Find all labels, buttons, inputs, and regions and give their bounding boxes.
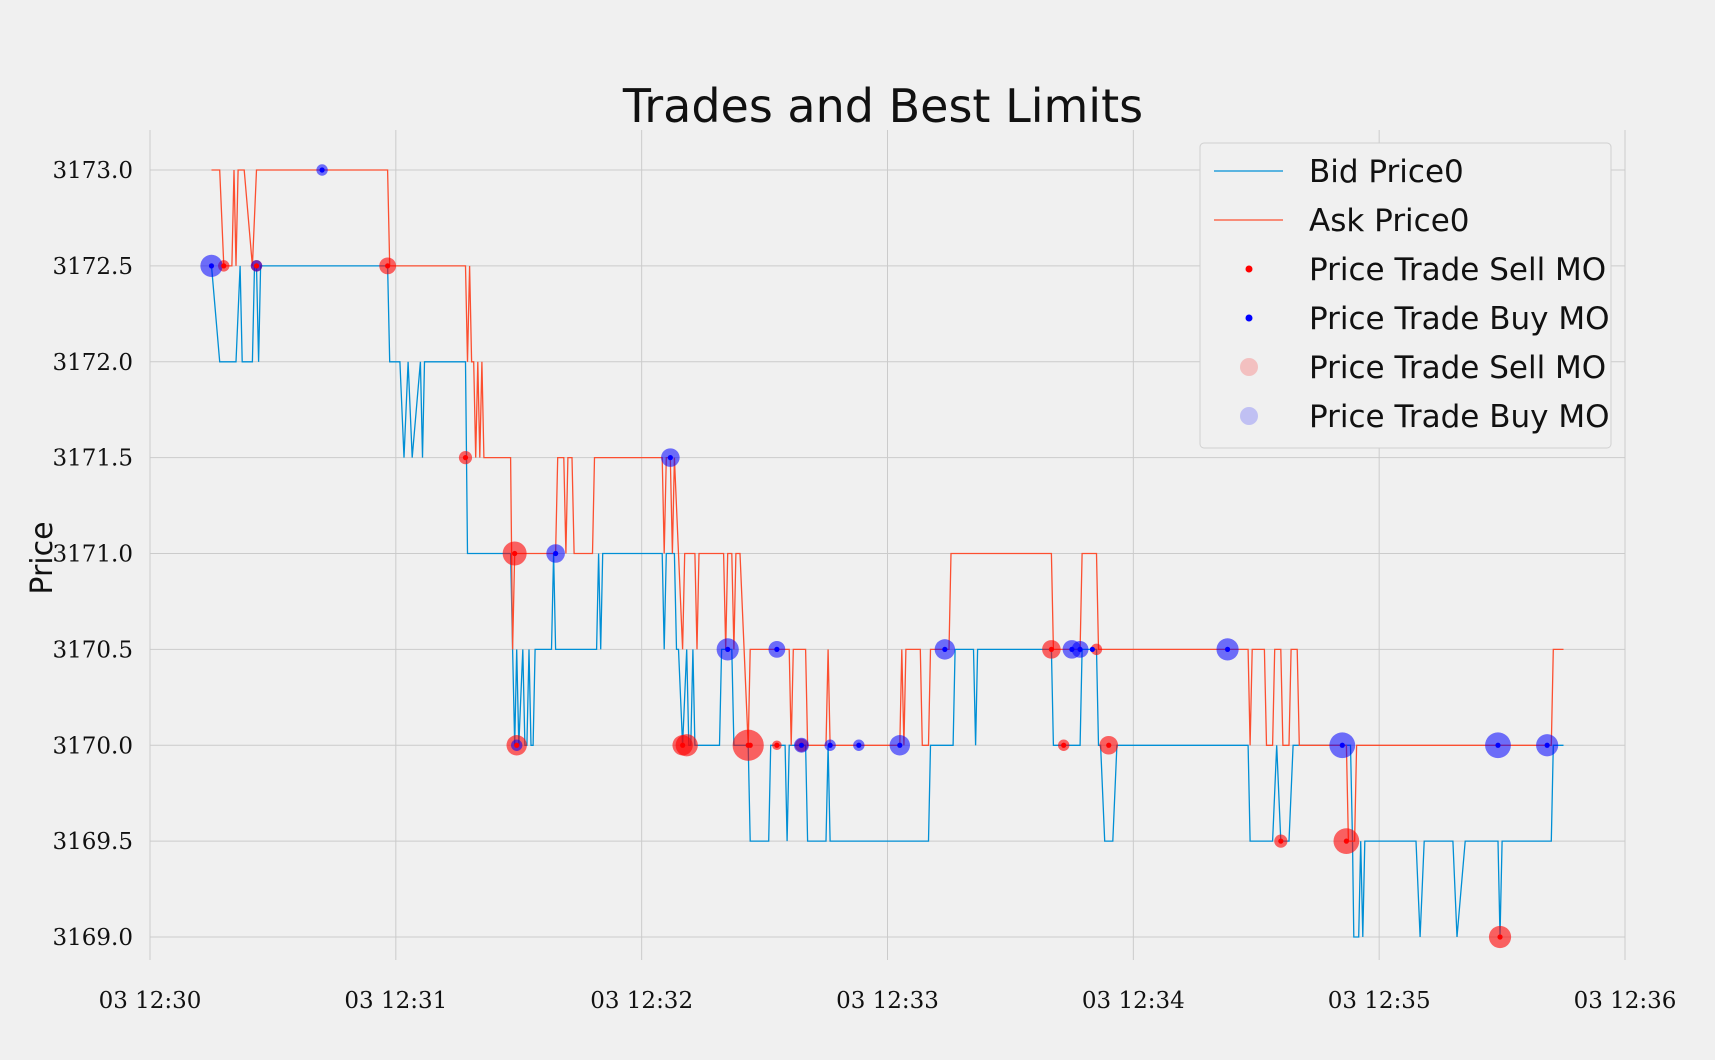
- buy-mo-point: [897, 742, 903, 748]
- chart-title: Trades and Best Limits: [622, 79, 1143, 133]
- buy-mo-point: [1077, 646, 1083, 652]
- x-tick-label: 03 12:33: [836, 988, 939, 1014]
- y-tick-label: 3171.5: [53, 446, 133, 472]
- legend: Bid Price0 Ask Price0 Price Trade Sell MO P…: [1199, 142, 1612, 449]
- legend-label: Bid Price0: [1309, 154, 1464, 190]
- buy-mo-point: [856, 742, 862, 748]
- axis-ticks: 3169.0 3169.5 3170.0 3170.5 3171.0 3171.5 3172…: [53, 158, 1677, 1014]
- legend-label: Price Trade Buy MO: [1309, 301, 1609, 337]
- buy-mo-point: [1339, 742, 1345, 748]
- buy-mo-point: [1089, 646, 1095, 652]
- x-tick-label: 03 12:32: [590, 988, 693, 1014]
- sell-mo-point: [514, 742, 520, 748]
- buy-mo-point: [667, 455, 673, 461]
- buy-mo-point: [208, 263, 215, 269]
- legend-bubble-swatch: [1240, 407, 1258, 425]
- sell-mo-point: [680, 742, 686, 748]
- y-tick-label: 3170.0: [53, 733, 133, 759]
- buy-mo-point: [942, 646, 948, 652]
- x-tick-label: 03 12:31: [344, 988, 447, 1014]
- sell-mo-point: [774, 742, 780, 748]
- sell-mo-point: [1048, 646, 1054, 652]
- buy-mo-point: [827, 742, 833, 748]
- sell-mo-point: [1061, 742, 1067, 748]
- sell-mo-point: [1497, 934, 1503, 940]
- y-tick-label: 3169.5: [53, 829, 133, 855]
- legend-dot-swatch: [1245, 314, 1253, 322]
- buy-mo-point: [798, 742, 805, 748]
- y-tick-label: 3171.0: [53, 542, 133, 568]
- sell-mo-point: [221, 263, 227, 269]
- sell-mo-point: [1343, 838, 1349, 844]
- buy-mo-point: [1069, 646, 1075, 652]
- y-tick-label: 3169.0: [53, 925, 133, 951]
- legend-box: [1199, 142, 1612, 449]
- x-tick-label: 03 12:36: [1574, 988, 1677, 1014]
- buy-mo-point: [725, 646, 731, 652]
- y-tick-label: 3170.5: [53, 637, 133, 663]
- sell-mo-point: [1278, 838, 1284, 844]
- sell-mo-point: [1106, 742, 1112, 748]
- sell-mo-point: [462, 455, 469, 461]
- sell-mo-volume-marker: [675, 734, 698, 757]
- buy-mo-point: [319, 167, 325, 173]
- legend-label: Price Trade Buy MO: [1309, 399, 1609, 435]
- x-tick-label: 03 12:35: [1328, 988, 1431, 1014]
- sell-mo-point: [512, 550, 518, 557]
- y-axis-label: Price: [25, 521, 60, 594]
- buy-mo-point: [1495, 742, 1501, 748]
- plot-area: [200, 164, 1564, 949]
- legend-bubble-swatch: [1240, 358, 1258, 376]
- y-tick-label: 3173.0: [53, 158, 133, 184]
- buy-mo-point: [1544, 742, 1550, 748]
- legend-label: Price Trade Sell MO: [1309, 252, 1606, 288]
- buy-mo-point: [1224, 646, 1231, 652]
- legend-dot-swatch: [1245, 265, 1253, 273]
- sell-mo-point: [253, 263, 260, 269]
- buy-mo-point: [553, 550, 559, 557]
- y-tick-label: 3172.0: [53, 350, 133, 376]
- legend-label: Price Trade Sell MO: [1309, 350, 1606, 386]
- sell-mo-point: [385, 263, 391, 269]
- sell-mo-point: [747, 742, 753, 748]
- x-tick-label: 03 12:30: [99, 988, 202, 1014]
- x-tick-label: 03 12:34: [1082, 988, 1185, 1014]
- legend-label: Ask Price0: [1309, 203, 1470, 239]
- sell-mo-volume-marker: [1090, 643, 1103, 656]
- buy-mo-point: [774, 646, 780, 652]
- ask-price-line: [211, 169, 1564, 842]
- y-tick-label: 3172.5: [53, 254, 133, 280]
